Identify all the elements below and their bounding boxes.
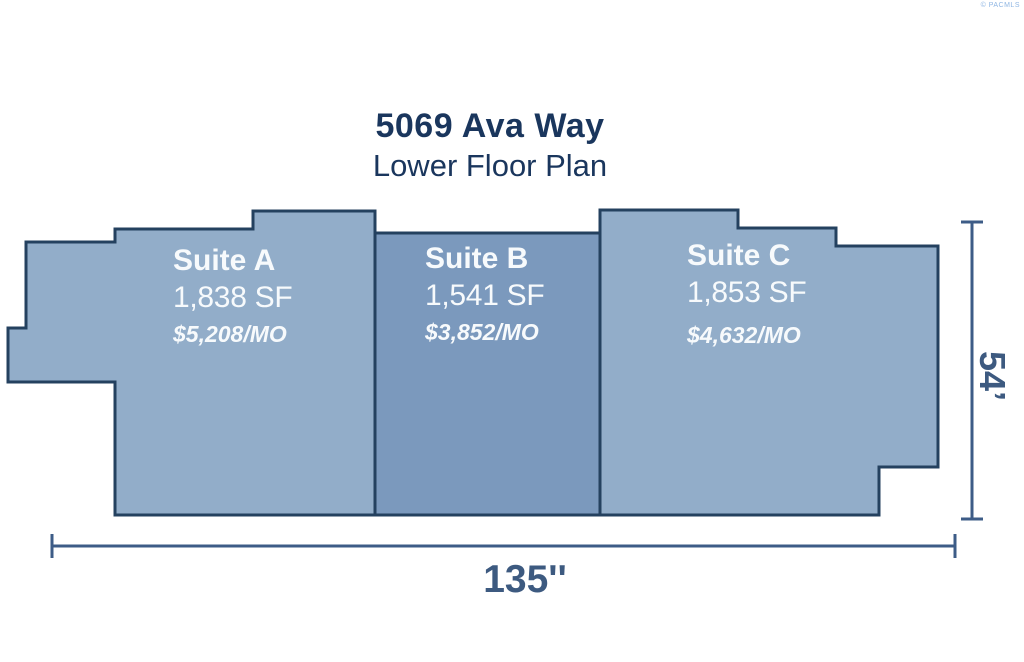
suite-a-name: Suite A bbox=[173, 244, 276, 277]
width-dimension-line bbox=[50, 534, 957, 558]
suite-c-name: Suite C bbox=[687, 239, 791, 272]
suite-b-name: Suite B bbox=[425, 242, 529, 275]
suite-b-price: $3,852/MO bbox=[425, 319, 539, 345]
suite-c-shape bbox=[598, 208, 940, 517]
title-block: 5069 Ava Way Lower Floor Plan bbox=[290, 106, 690, 186]
suite-c-area: 1,853 SF bbox=[687, 276, 807, 309]
suite-c-price: $4,632/MO bbox=[687, 322, 801, 348]
suite-c-label: Suite C 1,853 SF $4,632/MO bbox=[687, 237, 807, 349]
page-subtitle: Lower Floor Plan bbox=[372, 148, 608, 183]
watermark-text: © PACMLS bbox=[980, 2, 1020, 9]
height-dimension-line bbox=[961, 220, 983, 521]
suite-b-area: 1,541 SF bbox=[425, 279, 545, 312]
width-dimension-label: 135'' bbox=[483, 558, 567, 601]
suite-a-price: $5,208/MO bbox=[173, 321, 287, 347]
suite-a-area: 1,838 SF bbox=[173, 281, 293, 314]
page-title: 5069 Ava Way bbox=[375, 107, 605, 145]
height-dimension-label: 54’ bbox=[972, 350, 1013, 402]
suite-b-label: Suite B 1,541 SF $3,852/MO bbox=[425, 240, 545, 346]
suite-a-label: Suite A 1,838 SF $5,208/MO bbox=[173, 242, 293, 348]
